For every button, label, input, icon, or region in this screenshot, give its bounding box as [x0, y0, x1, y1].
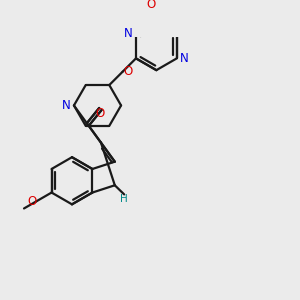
Text: N: N	[62, 99, 71, 112]
Text: O: O	[96, 107, 105, 120]
Text: O: O	[124, 65, 133, 78]
Text: N: N	[124, 27, 133, 40]
Text: H: H	[119, 194, 127, 204]
Text: O: O	[28, 195, 37, 208]
Text: O: O	[146, 0, 155, 11]
Text: N: N	[180, 52, 188, 65]
